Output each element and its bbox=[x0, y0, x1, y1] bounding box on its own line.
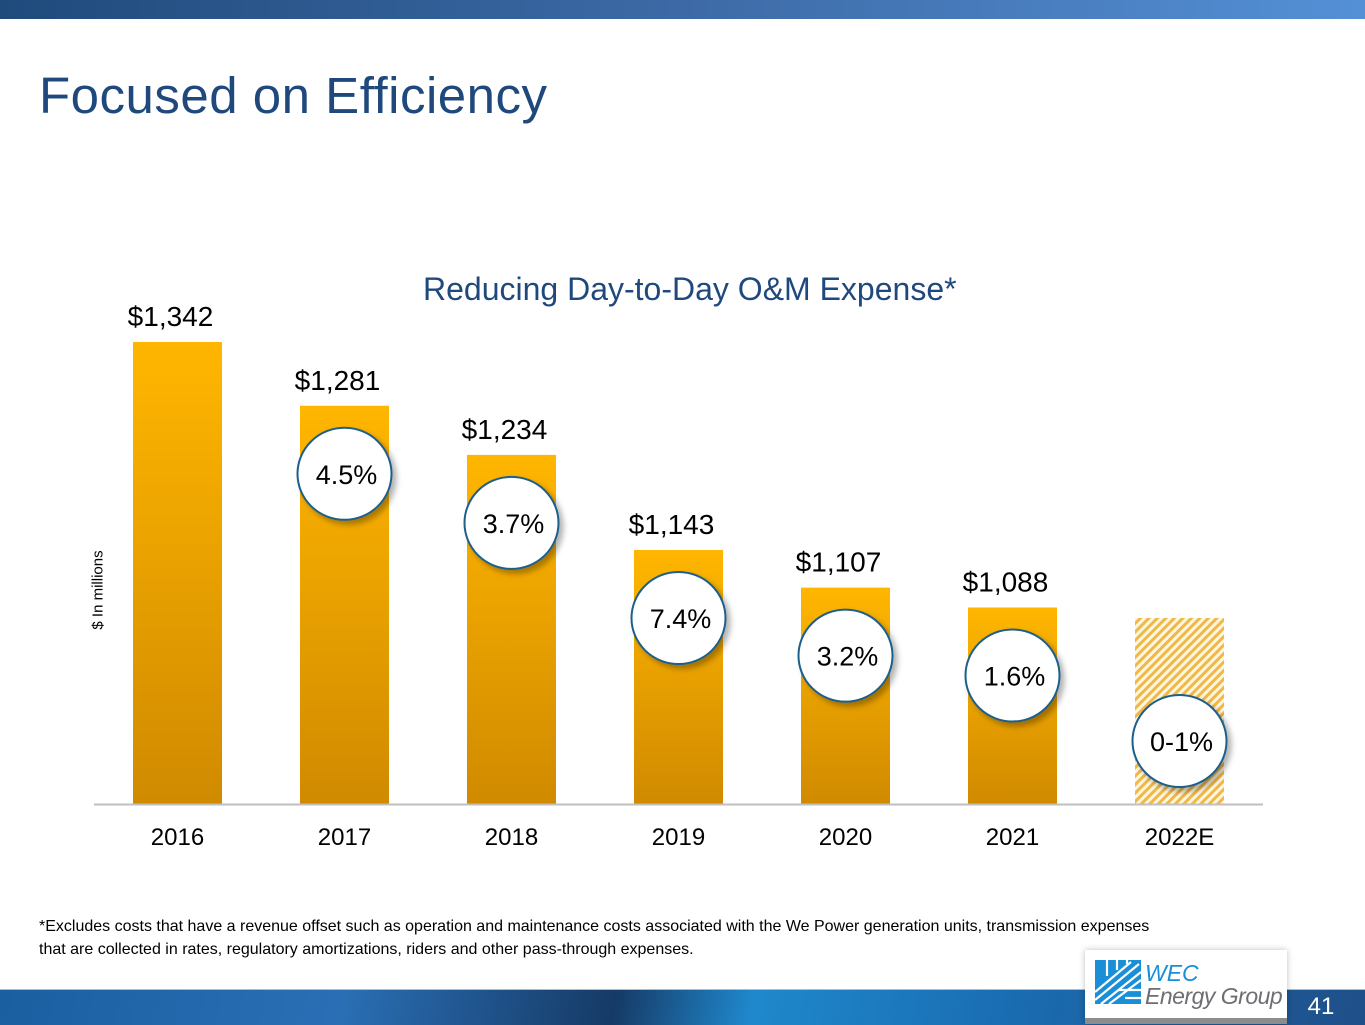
x-tick-label: 2017 bbox=[318, 824, 371, 851]
reduction-label: 7.4% bbox=[650, 604, 712, 634]
x-tick-label: 2022E bbox=[1145, 824, 1214, 851]
reduction-label: 4.5% bbox=[316, 460, 378, 490]
x-tick-label: 2018 bbox=[485, 824, 538, 851]
value-label: $1,281 bbox=[295, 365, 381, 396]
footnote: *Excludes costs that have a revenue offs… bbox=[39, 918, 1150, 958]
chart-title: Reducing Day-to-Day O&M Expense* bbox=[423, 271, 957, 307]
page-number: 41 bbox=[1307, 993, 1335, 1020]
top-banner bbox=[0, 0, 1365, 19]
reduction-bubble bbox=[1131, 694, 1228, 788]
logo-text-wec: WEC bbox=[1145, 960, 1199, 986]
reduction-bubble bbox=[296, 426, 393, 521]
value-label: $1,342 bbox=[128, 301, 214, 332]
reduction-label: 3.7% bbox=[483, 509, 545, 539]
page-title: Focused on Efficiency bbox=[39, 67, 548, 124]
reduction-label: 1.6% bbox=[984, 661, 1046, 691]
wec-logo-mark-icon bbox=[1095, 960, 1141, 1004]
company-logo: WEC Energy Group bbox=[1085, 950, 1287, 1024]
reduction-label: 0-1% bbox=[1150, 727, 1213, 757]
reduction-bubble bbox=[797, 608, 894, 703]
x-tick-label: 2021 bbox=[986, 824, 1039, 851]
reduction-bubble bbox=[463, 475, 560, 570]
value-label: $1,234 bbox=[462, 414, 548, 445]
bar-chart: 2016 $1,342 2017 $1,281 4.5% 2018 $1,234 3.7% 20… bbox=[94, 301, 1263, 851]
reduction-label: 3.2% bbox=[817, 642, 879, 672]
value-label: $1,088 bbox=[963, 566, 1049, 597]
bar bbox=[133, 342, 222, 804]
reduction-bubble bbox=[630, 571, 727, 666]
reduction-bubble bbox=[964, 628, 1061, 723]
logo-text-energy-group: Energy Group bbox=[1145, 983, 1283, 1009]
value-label: $1,107 bbox=[796, 547, 882, 578]
x-tick-label: 2020 bbox=[819, 824, 872, 851]
value-label: $1,143 bbox=[629, 509, 715, 540]
logo-underbar bbox=[1085, 1018, 1287, 1024]
x-tick-label: 2019 bbox=[652, 824, 705, 851]
x-tick-label: 2016 bbox=[151, 824, 204, 851]
